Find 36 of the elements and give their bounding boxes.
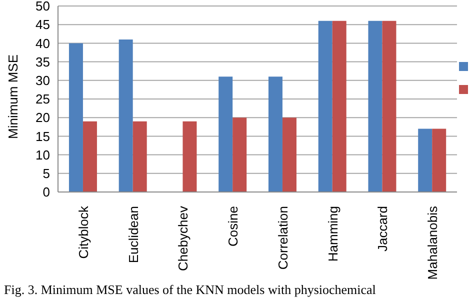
y-tick-label: 25: [36, 92, 50, 107]
bar: [282, 118, 296, 192]
bar: [268, 76, 282, 192]
x-tick-label: Euclidean: [126, 206, 141, 264]
bar: [332, 20, 346, 192]
x-tick-label: Hamming: [325, 206, 340, 262]
bar: [318, 20, 332, 192]
x-tick-label: Cityblock: [76, 206, 91, 259]
bar: [68, 43, 83, 192]
bar: [382, 20, 396, 192]
bar: [182, 121, 197, 192]
y-tick-label: 20: [36, 110, 50, 126]
x-tick-label: Jaccard: [375, 206, 390, 252]
x-tick-label: Cosine: [226, 206, 241, 246]
bar: [218, 76, 233, 192]
y-tick-label: 30: [36, 73, 50, 88]
bar: [82, 121, 97, 192]
y-axis-title: Minimum MSE: [6, 54, 21, 139]
y-tick-label: 15: [36, 128, 50, 144]
y-tick-label: 40: [36, 36, 50, 51]
y-tick-label: 10: [36, 147, 50, 162]
y-tick-label: 35: [36, 54, 50, 70]
bar: [118, 39, 133, 192]
bar: [132, 121, 147, 192]
x-tick-label: Mahalanobis: [425, 206, 440, 280]
y-tick-label: 50: [36, 0, 50, 14]
y-tick-label: 45: [36, 17, 50, 32]
bar: [432, 128, 446, 192]
x-tick-label: Correlation: [275, 206, 290, 270]
y-tick-label: 0: [42, 184, 50, 200]
bar: [232, 118, 247, 192]
bar: [368, 20, 382, 192]
caption: Fig. 3. Minimum MSE values of the KNN models with physiochemical: [3, 282, 377, 298]
x-tick-label: Chebychev: [176, 206, 191, 272]
bar: [418, 128, 432, 192]
y-tick-label: 5: [42, 166, 50, 182]
